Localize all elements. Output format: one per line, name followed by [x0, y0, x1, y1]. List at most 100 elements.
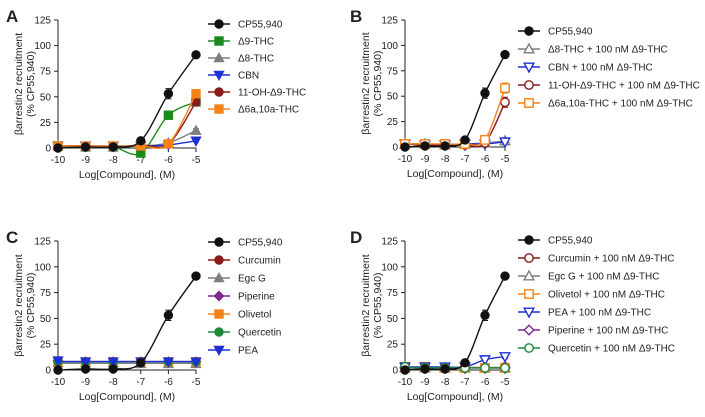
- x-tick-label: -6: [164, 377, 173, 388]
- legend-entry: Δ8-THC: [208, 51, 274, 65]
- legend-marker: [213, 290, 225, 302]
- legend-marker: [524, 253, 534, 263]
- fit-line: [405, 355, 506, 369]
- legend-entry: Piperine: [208, 290, 275, 303]
- legend-label: 11-OH-Δ9-THC + 100 nM Δ9-THC: [548, 81, 700, 92]
- data-point: [500, 363, 510, 373]
- data-point: [163, 310, 174, 321]
- data-point: [53, 365, 63, 375]
- y-tick-label: 75: [387, 66, 399, 77]
- legend-entry: Curcumin + 100 nM Δ9-THC: [518, 253, 674, 265]
- legend-entry: CBN + 100 nM Δ9-THC: [518, 62, 653, 74]
- y-tick-label: 25: [387, 340, 399, 351]
- series-cp55-940: [53, 271, 201, 375]
- legend-marker: [213, 271, 225, 283]
- legend-marker: [523, 307, 535, 319]
- panel-a: A 0 25 50 75 100 125 -10 -9 -8 -7 -6 -5 Log[Compound]…: [6, 7, 306, 181]
- legend-marker: [524, 98, 534, 108]
- legend-entry: Quercetin: [208, 327, 281, 339]
- data-point: [499, 352, 511, 364]
- data-point: [420, 364, 430, 374]
- legend-marker: [214, 255, 224, 265]
- data-point: [191, 89, 201, 99]
- legend-label: CP55,940: [548, 27, 593, 38]
- x-tick-label: -10: [51, 377, 66, 388]
- legend-entry: Quercetin + 100 nM Δ9-THC: [518, 343, 675, 355]
- x-tick-label: -9: [421, 154, 430, 165]
- panel-d: D 0 25 50 75 100 125 -10 -9 -8 -7 -6 -5 Log[Compound]…: [350, 228, 675, 403]
- legend-marker: [523, 269, 535, 281]
- y-tick-label: 100: [381, 262, 398, 273]
- y-tick-label: 25: [40, 118, 52, 129]
- x-tick-label: -7: [136, 377, 145, 388]
- data-point: [420, 141, 430, 151]
- legend-label: PEA + 100 nM Δ9-THC: [548, 308, 651, 319]
- data-point: [191, 50, 201, 60]
- series-egc-g: [52, 356, 202, 369]
- legend-entry: 11-OH-Δ9-THC: [208, 87, 306, 99]
- legend-label: Δ6a,10a-THC + 100 nM Δ9-THC: [548, 99, 693, 110]
- y-tick-label: 50: [40, 92, 52, 103]
- x-axis-title: Log[Compound], (M): [407, 391, 503, 403]
- data-point: [136, 136, 146, 146]
- data-point: [191, 271, 201, 281]
- legend-entry: CP55,940: [208, 19, 283, 31]
- legend-label: CP55,940: [238, 20, 283, 31]
- legend-label: Olivetol + 100 nM Δ9-THC: [548, 290, 665, 301]
- legend-entry: Curcumin: [208, 255, 281, 267]
- series--6a-10a-thc: [53, 89, 201, 151]
- legend-label: Egc G + 100 nM Δ9-THC: [548, 272, 659, 283]
- data-point: [190, 124, 202, 135]
- legend-entry: CBN: [208, 71, 259, 82]
- data-point: [107, 357, 119, 368]
- data-point: [460, 358, 470, 368]
- legend-label: Quercetin + 100 nM Δ9-THC: [548, 344, 675, 355]
- data-point: [500, 83, 510, 93]
- data-point: [480, 363, 490, 373]
- data-point: [500, 97, 510, 108]
- x-tick-label: -8: [441, 377, 450, 388]
- data-point: [108, 142, 118, 152]
- x-tick-label: -5: [192, 377, 201, 388]
- legend-marker: [524, 26, 534, 36]
- y-axis-title: βarrestin2 recruitment: [13, 33, 25, 135]
- panel-letter: A: [6, 7, 18, 26]
- legend-entry: CP55,940: [518, 26, 593, 38]
- x-axis-title: Log[Compound], (M): [79, 391, 175, 403]
- legend: CP55,940 Curcumin + 100 nM Δ9-THC Egc G + …: [518, 235, 675, 355]
- data-point: [163, 139, 174, 149]
- panel-b: B 0 25 50 75 100 125 -10 -9 -8 -7 -6 -5 Log[Compound]…: [350, 7, 700, 180]
- y-tick-label: 75: [40, 67, 52, 78]
- legend-entry: Δ6a,10a-THC + 100 nM Δ9-THC: [518, 98, 693, 110]
- legend-marker: [523, 62, 535, 74]
- legend-label: CBN + 100 nM Δ9-THC: [548, 63, 653, 74]
- y-tick-label: 125: [381, 16, 398, 27]
- panel-letter: D: [350, 228, 362, 247]
- series-quercetin-100-nm-9-thc: [400, 362, 510, 373]
- legend-entry: Olivetol: [208, 309, 271, 321]
- legend-entry: Δ8-THC + 100 nM Δ9-THC: [518, 42, 668, 56]
- data-point: [480, 310, 490, 321]
- legend-label: Δ8-THC: [238, 54, 274, 65]
- legend-marker: [214, 87, 224, 97]
- series--6a-10a-thc-100-nm-9-thc: [400, 82, 510, 149]
- legend-marker: [524, 289, 534, 299]
- y-tick-label: 0: [45, 366, 51, 377]
- data-point: [460, 135, 470, 145]
- legend-marker: [524, 343, 534, 353]
- panel-c: C 0 25 50 75 100 125 -10 -9 -8 -7 -6 -5 Log[Compound]…: [6, 228, 283, 403]
- data-point: [163, 89, 174, 99]
- legend-label: Δ9-THC: [238, 37, 274, 48]
- data-point: [52, 356, 64, 367]
- legend-marker: [523, 42, 535, 54]
- x-tick-label: -8: [441, 154, 450, 165]
- y-tick-label: 25: [40, 340, 52, 351]
- y-tick-label: 125: [34, 16, 51, 27]
- x-tick-label: -9: [81, 155, 90, 166]
- legend-marker: [523, 324, 535, 336]
- y-tick-label: 100: [34, 262, 51, 273]
- legend-entry: CP55,940: [518, 235, 593, 247]
- legend-marker: [214, 327, 224, 337]
- legend-label: Quercetin: [238, 328, 281, 339]
